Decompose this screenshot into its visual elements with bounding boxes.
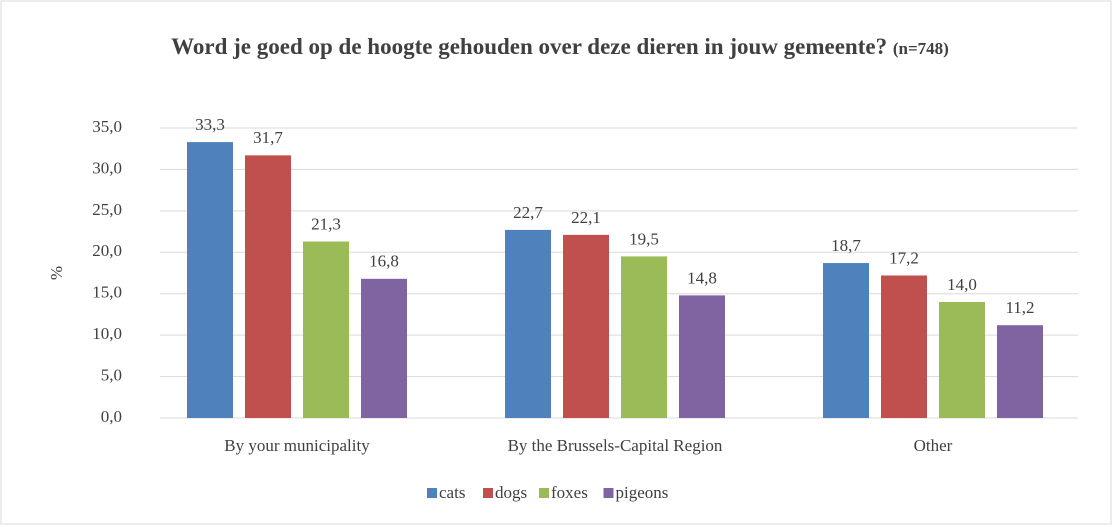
bar xyxy=(303,241,349,418)
data-label: 19,5 xyxy=(629,229,659,248)
y-tick-label: 25,0 xyxy=(92,200,122,219)
data-label: 14,8 xyxy=(687,268,717,287)
x-tick-label: Other xyxy=(914,436,953,455)
y-tick-label: 30,0 xyxy=(92,158,122,177)
chart-title: Word je goed op de hoogte gehouden over … xyxy=(171,34,888,59)
bar xyxy=(563,234,609,418)
legend-label: cats xyxy=(439,483,465,502)
y-tick-label: 15,0 xyxy=(92,283,122,302)
bar xyxy=(823,263,869,418)
bar xyxy=(881,275,927,418)
chart-title-block: Word je goed op de hoogte gehouden over … xyxy=(150,30,970,65)
bar xyxy=(505,229,551,418)
y-tick-label: 0,0 xyxy=(101,407,122,426)
data-label: 14,0 xyxy=(947,275,977,294)
bar xyxy=(361,278,407,418)
bar xyxy=(939,302,985,418)
x-tick-label: By your municipality xyxy=(224,436,370,455)
bar xyxy=(187,142,233,419)
legend-swatch xyxy=(427,488,437,498)
bar xyxy=(679,295,725,418)
chart-title-note: (n=748) xyxy=(892,39,949,58)
data-label: 16,8 xyxy=(369,252,399,271)
y-tick-label: 10,0 xyxy=(92,324,122,343)
data-label: 33,3 xyxy=(195,115,225,134)
legend-label: foxes xyxy=(551,483,588,502)
legend-swatch xyxy=(603,488,614,498)
data-label: 22,1 xyxy=(571,208,601,227)
legend-label: dogs xyxy=(495,483,527,502)
y-tick-label: 5,0 xyxy=(101,365,122,384)
data-label: 22,7 xyxy=(513,203,543,222)
data-label: 11,2 xyxy=(1005,298,1034,317)
x-tick-label: By the Brussels-Capital Region xyxy=(508,436,723,455)
data-label: 31,7 xyxy=(253,128,283,147)
legend-swatch xyxy=(483,488,493,498)
data-label: 17,2 xyxy=(889,248,919,267)
legend-swatch xyxy=(539,488,549,498)
data-label: 18,7 xyxy=(831,236,861,255)
y-tick-label: 20,0 xyxy=(92,241,122,260)
bar xyxy=(245,155,291,419)
data-label: 21,3 xyxy=(311,214,341,233)
bar xyxy=(621,256,667,418)
y-tick-label: 35,0 xyxy=(92,117,122,136)
bar xyxy=(997,325,1043,418)
legend-label: pigeons xyxy=(616,483,669,502)
y-axis-label: % xyxy=(47,266,66,280)
